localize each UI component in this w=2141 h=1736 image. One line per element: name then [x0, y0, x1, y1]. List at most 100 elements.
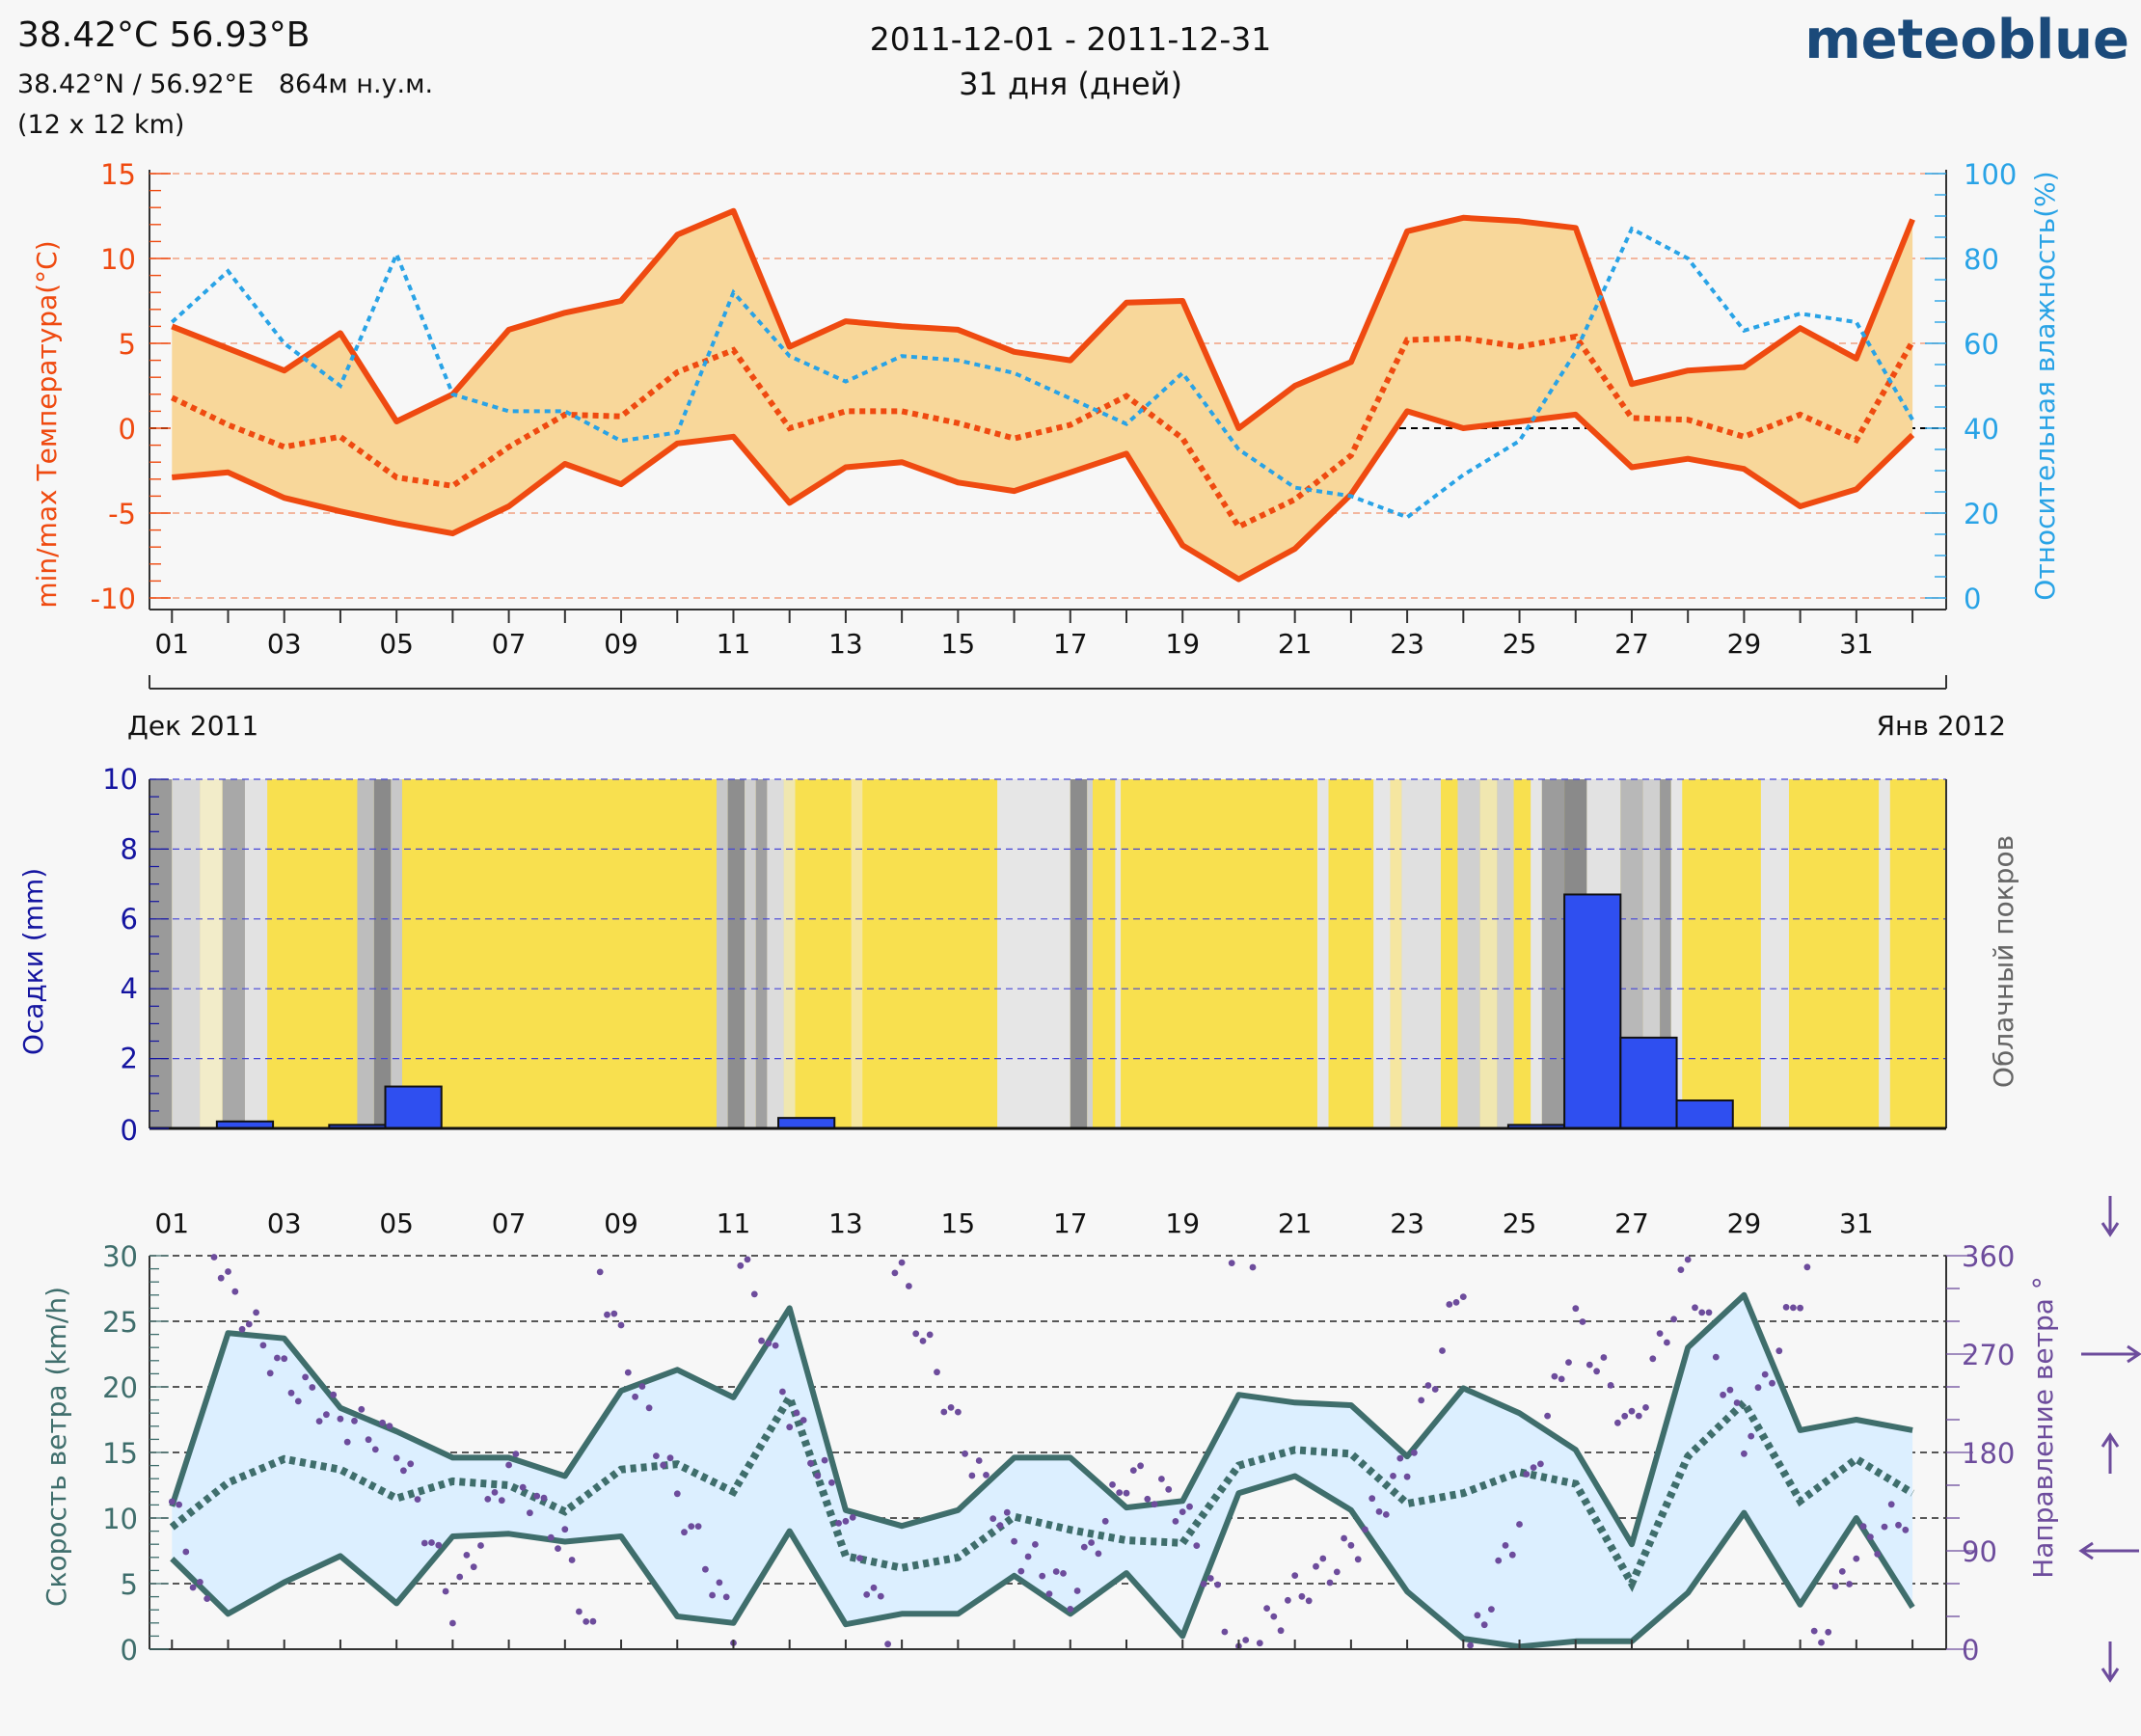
wind-direction-dot [709, 1591, 716, 1599]
humidity-tick-label: 0 [1964, 583, 1981, 615]
wind-direction-dot [758, 1337, 765, 1344]
wind-x-tick-label: 09 [604, 1207, 638, 1239]
wind-direction-dot [814, 1472, 822, 1479]
wind-direction-dot [1585, 1361, 1593, 1369]
temp-range-band [172, 210, 1913, 580]
wind-direction-dot [673, 1490, 681, 1498]
wind-direction-dot [1418, 1397, 1425, 1404]
temp-x-tick-label: 01 [154, 628, 189, 660]
month-label-start: Дек 2011 [127, 710, 258, 742]
wind-direction-tick-label: 270 [1962, 1339, 2015, 1371]
month-label-end: Янв 2012 [1877, 710, 2006, 742]
wind-direction-dot [1495, 1557, 1503, 1564]
wind-direction-dot [1516, 1521, 1523, 1528]
wind-direction-dot [1052, 1568, 1060, 1575]
wind-direction-dot [393, 1454, 400, 1462]
wind-direction-dot [253, 1309, 259, 1316]
cloud-cover-segment [727, 779, 745, 1128]
wind-direction-dot [666, 1454, 674, 1462]
wind-direction-dot [1853, 1555, 1860, 1562]
wind-direction-dot [231, 1288, 239, 1295]
wind-direction-dot [365, 1436, 372, 1444]
cloud-cover-segment [1760, 779, 1789, 1128]
cloud-cover-segment [222, 779, 245, 1128]
wind-direction-dot [688, 1523, 695, 1530]
wind-direction-dot [1677, 1266, 1685, 1273]
precip-tick-label: 10 [102, 763, 138, 796]
temp-tick-label: 0 [119, 413, 136, 446]
wind-direction-dot [491, 1489, 499, 1496]
wind-direction-dot [1039, 1572, 1046, 1580]
wind-direction-dot [1424, 1382, 1432, 1389]
humidity-line [170, 226, 1914, 520]
brand-logo[interactable]: meteoblue [1804, 9, 2129, 71]
wind-direction-dot [1838, 1568, 1846, 1575]
wind-direction-dot [1095, 1550, 1102, 1558]
wind-direction-dot [512, 1451, 520, 1457]
wind-direction-dot [1313, 1562, 1319, 1570]
wind-direction-dot [821, 1456, 828, 1464]
wind-direction-dot [610, 1310, 618, 1317]
wind-direction-dot [1242, 1637, 1250, 1643]
wind-direction-arrow-icon [2100, 1196, 2120, 1237]
wind-direction-arrow-icon [2100, 1641, 2120, 1683]
wind-direction-dot [1123, 1489, 1130, 1497]
wind-x-tick-label: 15 [941, 1207, 976, 1239]
wind-direction-dot [583, 1618, 590, 1625]
wind-x-tick-label: 01 [154, 1207, 189, 1239]
cloud-cover-segment [755, 779, 768, 1128]
coords-subtitle: 38.42°N / 56.92°E 864м н.у.м. [17, 69, 433, 99]
wind-x-tick-label: 17 [1053, 1207, 1088, 1239]
precipitation-panel: 0 2 4 6 8 10 [102, 763, 1947, 1147]
wind-direction-dot [786, 1424, 794, 1431]
wind-direction-dot [660, 1461, 667, 1469]
wind-direction-dot [1579, 1318, 1586, 1325]
wind-x-tick-label: 19 [1165, 1207, 1200, 1239]
wind-direction-dot [1502, 1542, 1509, 1549]
wind-direction-dot [898, 1259, 906, 1266]
wind-speed-tick-label: 20 [102, 1371, 138, 1404]
wind-direction-dot [1080, 1543, 1088, 1551]
wind-x-tick-label: 29 [1727, 1207, 1762, 1239]
wind-direction-dot [1129, 1467, 1137, 1474]
wind-direction-dot [302, 1373, 309, 1381]
precip-tick-label: 6 [121, 903, 138, 936]
wind-direction-dot [1565, 1359, 1572, 1366]
wind-direction-dot [1459, 1293, 1467, 1300]
wind-direction-dot [1859, 1523, 1867, 1531]
wind-direction-dot [1874, 1551, 1882, 1558]
humidity-tick-label: 60 [1964, 328, 1999, 361]
humidity-tick-label: 20 [1964, 498, 1999, 530]
wind-direction-dot [435, 1541, 443, 1549]
wind-direction-dot [245, 1320, 253, 1328]
wind-speed-tick-label: 25 [102, 1306, 138, 1339]
wind-direction-dot [1769, 1379, 1775, 1387]
wind-direction-dot [210, 1254, 218, 1261]
wind-direction-dot [1720, 1391, 1726, 1398]
wind-direction-dot [807, 1459, 814, 1467]
cloud-cover-segment [1788, 779, 1880, 1128]
cloud-cover-segment [1457, 779, 1480, 1128]
wind-direction-dot [1656, 1330, 1664, 1337]
wind-direction-dot [1003, 1508, 1011, 1516]
wind-direction-dot [1818, 1639, 1825, 1646]
temp-x-tick-label: 09 [604, 628, 638, 660]
wind-direction-dot [323, 1411, 330, 1419]
wind-direction-dot [1382, 1511, 1390, 1518]
wind-direction-dot [1249, 1263, 1257, 1271]
wind-direction-dot [1551, 1372, 1558, 1380]
wind-direction-tick-label: 180 [1962, 1437, 2015, 1470]
wind-direction-dot [1390, 1473, 1396, 1479]
wind-direction-tick-label: 0 [1962, 1634, 1979, 1667]
wind-direction-dot [912, 1330, 920, 1338]
date-range: 2011-12-01 - 2011-12-31 [870, 20, 1271, 58]
wind-direction-dot [189, 1584, 197, 1591]
wind-x-tick-label: 07 [492, 1207, 527, 1239]
wind-direction-dot [294, 1397, 302, 1405]
wind-direction-dot [617, 1321, 625, 1329]
wind-speed-axis-title: Скорость ветра (km/h) [41, 1287, 72, 1607]
wind-direction-dot [428, 1539, 435, 1546]
wind-direction-dot [765, 1340, 772, 1347]
wind-direction-dot [737, 1261, 745, 1269]
wind-direction-dot [1797, 1304, 1803, 1312]
